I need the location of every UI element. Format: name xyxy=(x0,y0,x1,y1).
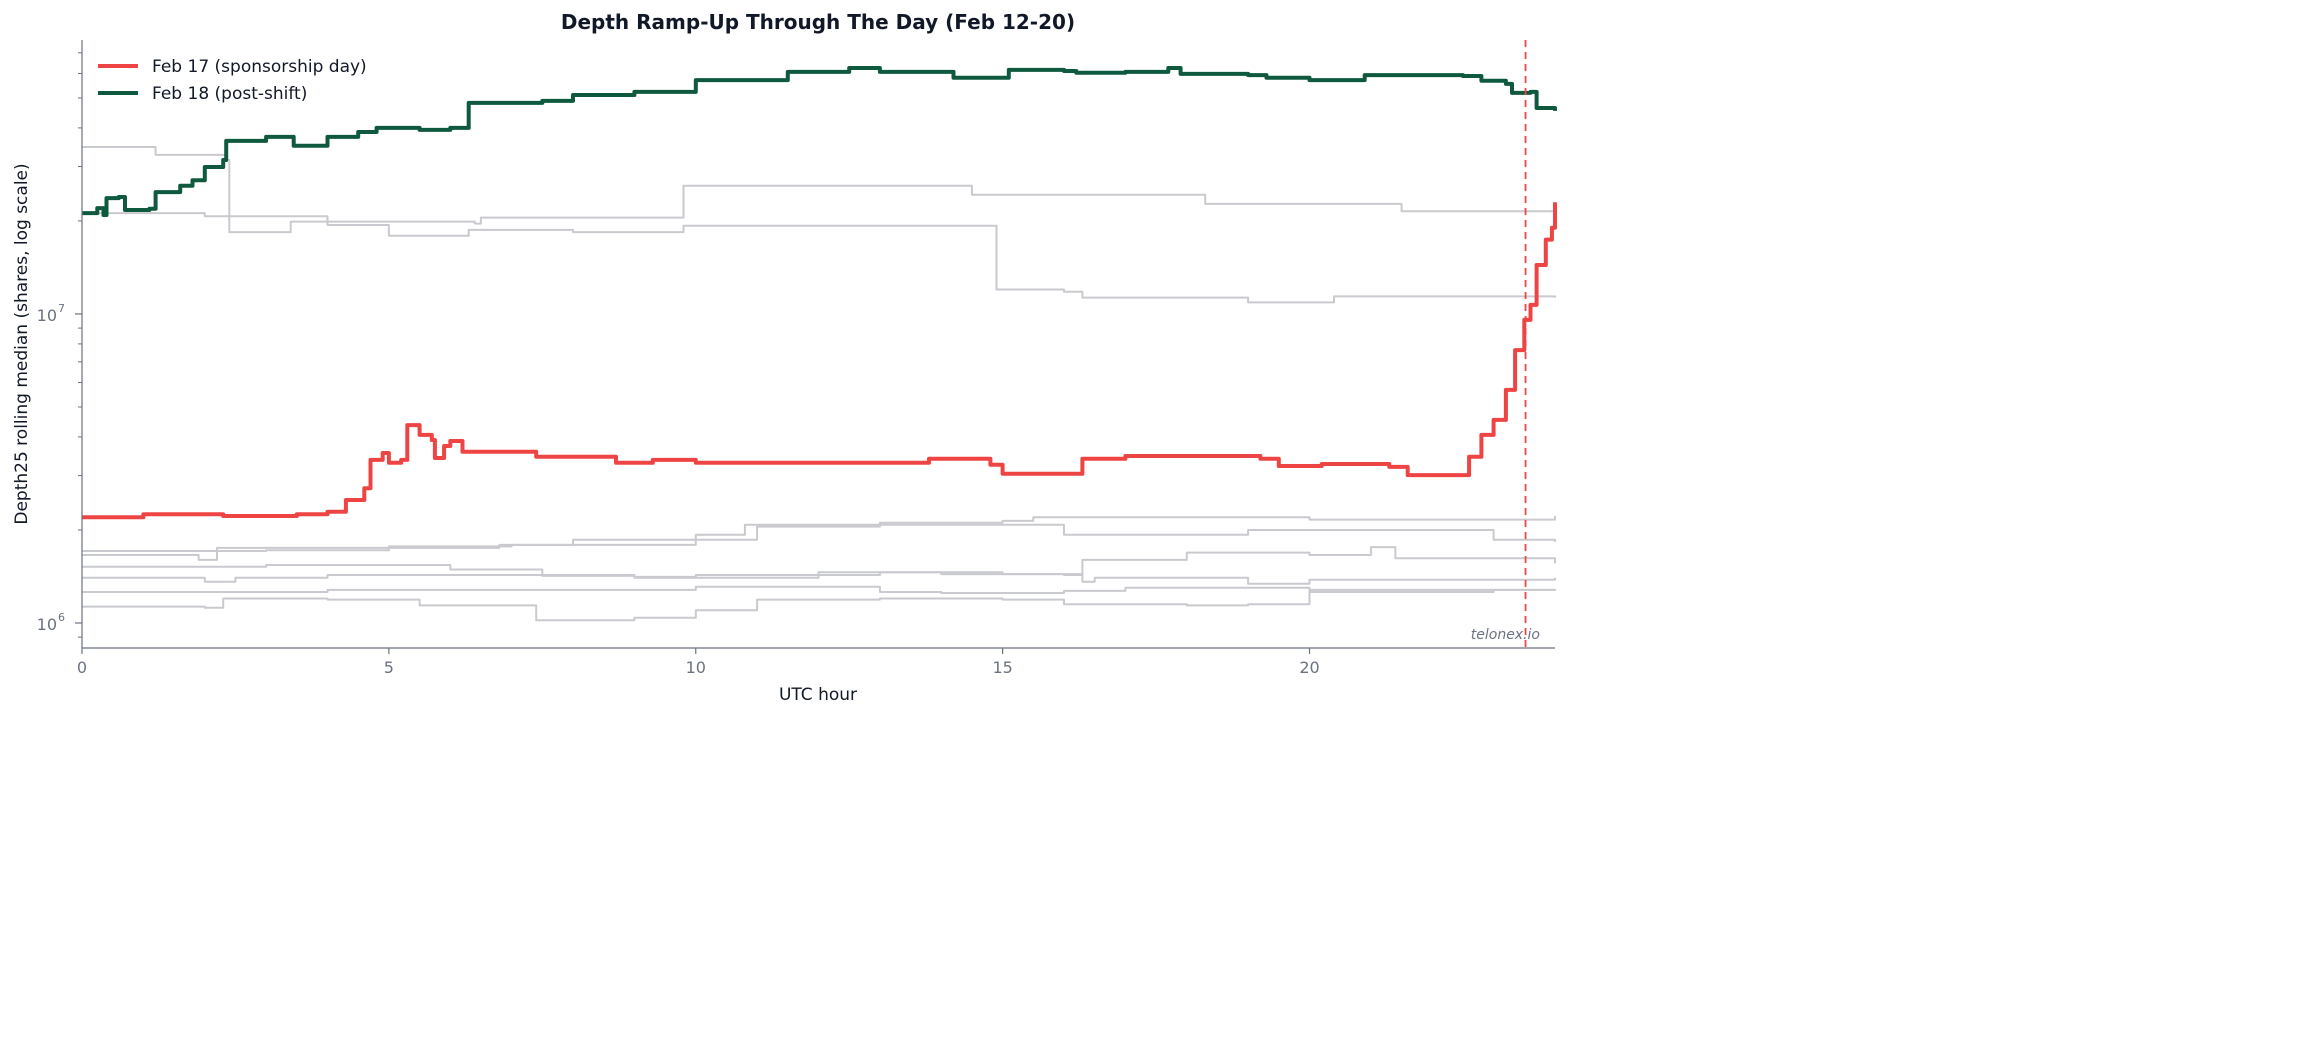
watermark: telonex.io xyxy=(1471,627,1540,643)
series-line-other-day xyxy=(82,571,1556,585)
chart-title: Depth Ramp-Up Through The Day (Feb 12-20… xyxy=(561,10,1075,34)
series-line-other-day xyxy=(82,523,1556,561)
x-tick-label: 5 xyxy=(384,658,394,677)
series-line-feb17 xyxy=(82,202,1557,520)
series-line-feb18 xyxy=(82,66,1557,217)
y-tick-label: 10 xyxy=(37,306,57,325)
y-axis-label: Depth25 rolling median (shares, log scal… xyxy=(12,163,32,524)
series-line-other-day xyxy=(82,585,1556,594)
series-line-other-day xyxy=(82,516,1556,552)
series-layer xyxy=(82,66,1557,622)
x-tick-label: 0 xyxy=(77,658,87,677)
y-tick-exponent: 7 xyxy=(58,302,65,315)
series-line-other-day xyxy=(82,588,1555,622)
axes xyxy=(81,40,1555,649)
y-tick-label: 10 xyxy=(37,615,57,634)
x-tick-label: 15 xyxy=(992,658,1012,677)
x-axis-label: UTC hour xyxy=(779,685,857,705)
x-ticks: 0 5 10 15 20 xyxy=(77,648,1320,677)
series-line-other-day xyxy=(82,546,1556,578)
series-line-other-day xyxy=(82,146,1556,234)
x-tick-label: 20 xyxy=(1299,658,1319,677)
legend-label-feb17: Feb 17 (sponsorship day) xyxy=(152,57,367,77)
legend: Feb 17 (sponsorship day) Feb 18 (post-sh… xyxy=(98,57,367,104)
y-tick-exponent: 6 xyxy=(58,611,65,624)
series-line-other-day xyxy=(82,212,1556,304)
x-tick-label: 10 xyxy=(686,658,706,677)
legend-label-feb18: Feb 18 (post-shift) xyxy=(152,84,307,104)
